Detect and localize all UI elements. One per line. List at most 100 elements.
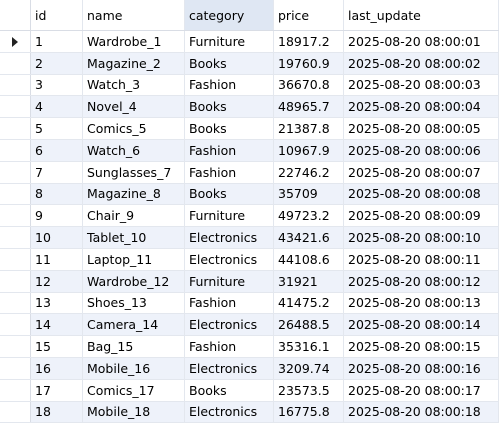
cell-category[interactable]: Electronics: [184, 226, 274, 249]
cell-name[interactable]: Magazine_8: [82, 183, 185, 206]
cell-name[interactable]: Sunglasses_7: [82, 161, 185, 184]
cell-price[interactable]: 26488.5: [273, 313, 344, 337]
table-row[interactable]: 14 Camera_14 Electronics 26488.5 2025-08-20 …: [0, 313, 499, 337]
row-marker[interactable]: [0, 52, 31, 75]
cell-last-update[interactable]: 2025-08-20 08:00:03: [343, 74, 499, 97]
row-marker[interactable]: [0, 313, 31, 337]
cell-id[interactable]: 16: [30, 357, 83, 380]
cell-name[interactable]: Bag_15: [82, 335, 185, 358]
cell-price[interactable]: 23573.5: [273, 379, 344, 402]
cell-name[interactable]: Magazine_2: [82, 52, 185, 75]
table-row[interactable]: 15 Bag_15 Fashion 35316.1 2025-08-20 08:00:1…: [0, 335, 499, 358]
cell-category[interactable]: Furniture: [184, 270, 274, 293]
row-marker[interactable]: [0, 204, 31, 228]
row-marker[interactable]: [0, 74, 31, 97]
table-row[interactable]: 11 Laptop_11 Electronics 44108.6 2025-08-20 …: [0, 248, 499, 271]
table-row[interactable]: 4 Novel_4 Books 48965.7 2025-08-20 08:00:04: [0, 95, 499, 119]
cell-price[interactable]: 10967.9: [273, 139, 344, 162]
cell-id[interactable]: 5: [30, 117, 83, 140]
cell-last-update[interactable]: 2025-08-20 08:00:02: [343, 52, 499, 75]
table-row[interactable]: 5 Comics_5 Books 21387.8 2025-08-20 08:00:05: [0, 117, 499, 140]
cell-price[interactable]: 36670.8: [273, 74, 344, 97]
cell-id[interactable]: 3: [30, 74, 83, 97]
cell-last-update[interactable]: 2025-08-20 08:00:17: [343, 379, 499, 402]
column-header-last-update[interactable]: last_update: [343, 0, 499, 31]
cell-name[interactable]: Watch_3: [82, 74, 185, 97]
cell-id[interactable]: 13: [30, 292, 83, 315]
table-row[interactable]: 7 Sunglasses_7 Fashion 22746.2 2025-08-20 08…: [0, 161, 499, 184]
cell-id[interactable]: 2: [30, 52, 83, 75]
table-row[interactable]: 12 Wardrobe_12 Furniture 31921 2025-08-20 08…: [0, 270, 499, 293]
cell-category[interactable]: Books: [184, 183, 274, 206]
cell-category[interactable]: Books: [184, 117, 274, 140]
cell-last-update[interactable]: 2025-08-20 08:00:11: [343, 248, 499, 271]
cell-category[interactable]: Books: [184, 379, 274, 402]
table-row[interactable]: 16 Mobile_16 Electronics 3209.74 2025-08-20 …: [0, 357, 499, 380]
cell-name[interactable]: Comics_17: [82, 379, 185, 402]
cell-name[interactable]: Novel_4: [82, 95, 185, 119]
row-marker[interactable]: [0, 161, 31, 184]
cell-price[interactable]: 43421.6: [273, 226, 344, 249]
cell-name[interactable]: Mobile_16: [82, 357, 185, 380]
cell-name[interactable]: Shoes_13: [82, 292, 185, 315]
cell-price[interactable]: 22746.2: [273, 161, 344, 184]
cell-price[interactable]: 18917.2: [273, 30, 344, 53]
cell-price[interactable]: 41475.2: [273, 292, 344, 315]
cell-last-update[interactable]: 2025-08-20 08:00:10: [343, 226, 499, 249]
row-marker[interactable]: [0, 292, 31, 315]
cell-last-update[interactable]: 2025-08-20 08:00:07: [343, 161, 499, 184]
row-marker[interactable]: [0, 183, 31, 206]
column-header-price[interactable]: price: [273, 0, 344, 31]
cell-id[interactable]: 14: [30, 313, 83, 337]
cell-price[interactable]: 48965.7: [273, 95, 344, 119]
cell-id[interactable]: 4: [30, 95, 83, 119]
cell-id[interactable]: 17: [30, 379, 83, 402]
row-marker[interactable]: [0, 248, 31, 271]
row-marker[interactable]: [0, 270, 31, 293]
cell-last-update[interactable]: 2025-08-20 08:00:15: [343, 335, 499, 358]
row-marker[interactable]: [0, 357, 31, 380]
cell-price[interactable]: 19760.9: [273, 52, 344, 75]
cell-id[interactable]: 6: [30, 139, 83, 162]
cell-category[interactable]: Fashion: [184, 161, 274, 184]
cell-last-update[interactable]: 2025-08-20 08:00:16: [343, 357, 499, 380]
row-marker[interactable]: [0, 226, 31, 249]
cell-price[interactable]: 21387.8: [273, 117, 344, 140]
cell-id[interactable]: 11: [30, 248, 83, 271]
cell-id[interactable]: 10: [30, 226, 83, 249]
cell-category[interactable]: Books: [184, 95, 274, 119]
row-marker[interactable]: [0, 117, 31, 140]
cell-last-update[interactable]: 2025-08-20 08:00:06: [343, 139, 499, 162]
cell-name[interactable]: Watch_6: [82, 139, 185, 162]
cell-price[interactable]: 49723.2: [273, 204, 344, 228]
cell-price[interactable]: 44108.6: [273, 248, 344, 271]
row-marker[interactable]: [0, 30, 31, 53]
cell-price[interactable]: 35316.1: [273, 335, 344, 358]
cell-id[interactable]: 15: [30, 335, 83, 358]
cell-name[interactable]: Comics_5: [82, 117, 185, 140]
table-row[interactable]: 13 Shoes_13 Fashion 41475.2 2025-08-20 08:00…: [0, 292, 499, 315]
table-row[interactable]: 8 Magazine_8 Books 35709 2025-08-20 08:00:08: [0, 183, 499, 206]
cell-name[interactable]: Camera_14: [82, 313, 185, 337]
row-marker[interactable]: [0, 139, 31, 162]
cell-category[interactable]: Furniture: [184, 204, 274, 228]
cell-last-update[interactable]: 2025-08-20 08:00:05: [343, 117, 499, 140]
cell-id[interactable]: 9: [30, 204, 83, 228]
cell-last-update[interactable]: 2025-08-20 08:00:09: [343, 204, 499, 228]
column-header-name[interactable]: name: [82, 0, 185, 31]
cell-last-update[interactable]: 2025-08-20 08:00:04: [343, 95, 499, 119]
table-row[interactable]: 10 Tablet_10 Electronics 43421.6 2025-08-20 …: [0, 226, 499, 249]
cell-last-update[interactable]: 2025-08-20 08:00:01: [343, 30, 499, 53]
cell-category[interactable]: Fashion: [184, 139, 274, 162]
cell-name[interactable]: Chair_9: [82, 204, 185, 228]
cell-price[interactable]: 3209.74: [273, 357, 344, 380]
cell-name[interactable]: Tablet_10: [82, 226, 185, 249]
row-marker[interactable]: [0, 379, 31, 402]
cell-category[interactable]: Electronics: [184, 357, 274, 380]
cell-category[interactable]: Books: [184, 52, 274, 75]
cell-category[interactable]: Fashion: [184, 335, 274, 358]
cell-category[interactable]: Furniture: [184, 30, 274, 53]
column-header-category[interactable]: category: [184, 0, 274, 31]
cell-id[interactable]: 12: [30, 270, 83, 293]
column-header-id[interactable]: id: [30, 0, 83, 31]
